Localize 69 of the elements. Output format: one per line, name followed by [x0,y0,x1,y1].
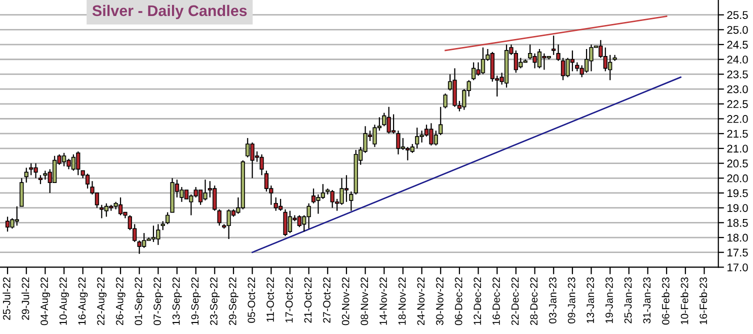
candlestick [391,114,396,134]
x-tick-label: 06-Dec-22 [454,277,462,326]
candlestick [349,190,354,212]
x-tick-label: 09-Jan-23 [568,277,576,324]
x-tick-label: 26-Aug-22 [116,277,126,326]
x-tick-label: 08-Nov-22 [360,277,368,326]
x-tick-label: 30-Nov-22 [436,277,444,326]
y-tick-label: 24.5 [727,40,748,49]
y-tick-label: 18.5 [728,218,748,227]
candlestick [166,212,170,225]
x-tick-label: 17-Oct-22 [285,277,293,322]
y-tick-label: 20.0 [727,174,748,182]
candlestick [24,167,28,184]
y-tick-label: 22.5 [727,100,748,108]
x-tick-label: 16-Aug-22 [78,277,88,325]
x-tick-label: 25-Jul-22 [2,277,10,320]
x-tick-label: 23-Sep-22 [210,277,220,326]
candlestick [556,44,560,62]
x-tick-label: 22-Dec-22 [511,277,519,326]
y-tick-label: 25.0 [727,26,748,34]
x-tick-label: 16-Feb-23 [699,277,708,324]
x-tick-label: 04-Aug-22 [40,277,50,326]
y-tick-label: 21.0 [727,144,748,153]
candlestick [552,35,556,56]
x-tick-label: 11-Oct-22 [266,277,274,322]
y-tick-label: 21.5 [727,130,748,138]
x-tick-label: 14-Nov-22 [380,277,387,325]
x-tick-label: 03-Jan-23 [549,277,556,324]
x-tick-label: 29-Sep-22 [228,277,238,326]
x-tick-label: 02-Nov-22 [342,277,350,326]
y-tick-label: 19.0 [728,204,748,212]
x-tick-label: 28-Dec-22 [530,277,538,326]
chart-title: Silver - Daily Candles [92,4,247,20]
x-tick-label: 07-Sep-22 [154,277,164,326]
x-tick-label: 05-Oct-22 [248,277,256,323]
candlestick [438,106,443,136]
y-tick-label: 25.5 [727,11,748,19]
x-tick-label: 27-Oct-22 [323,277,330,323]
x-tick-label: 21-Oct-22 [304,277,312,323]
x-tick-label: 31-Jan-23 [643,277,651,324]
x-tick-label: 13-Sep-22 [172,277,182,325]
x-tick-label: 10-Feb-23 [680,277,688,324]
x-tick-label: 29-Jul-22 [22,277,30,320]
x-tick-label: 25-Jan-23 [624,277,632,324]
x-tick-label: 13-Jan-23 [586,277,594,324]
x-tick-label: 22-Aug-22 [97,277,107,326]
y-tick-label: 24.0 [727,56,748,64]
candlestick [264,170,269,192]
candlestick [217,208,222,226]
x-tick-label: 10-Aug-22 [59,277,69,325]
y-tick-label: 20.5 [727,160,748,168]
x-tick-label: 19-Sep-22 [191,277,201,325]
x-tick-label: 18-Nov-22 [398,277,406,325]
y-tick-label: 19.5 [728,189,748,198]
candlestick [443,92,448,109]
y-tick-label: 23.5 [727,70,748,78]
x-tick-label: 19-Jan-23 [606,277,613,324]
y-tick-label: 17.0 [728,263,748,272]
y-tick-label: 18.0 [728,234,748,242]
candlestick [85,173,90,190]
x-tick-label: 06-Feb-23 [662,277,670,325]
y-tick-label: 17.5 [728,248,748,256]
candlestick [20,178,24,207]
x-tick-label: 16-Dec-22 [492,277,500,325]
x-tick-label: 24-Nov-22 [417,277,425,326]
y-tick-label: 23.0 [727,85,748,94]
y-tick-label: 22.0 [727,115,748,123]
x-tick-label: 12-Dec-22 [474,277,482,325]
x-tick-label: 01-Sep-22 [134,277,144,326]
